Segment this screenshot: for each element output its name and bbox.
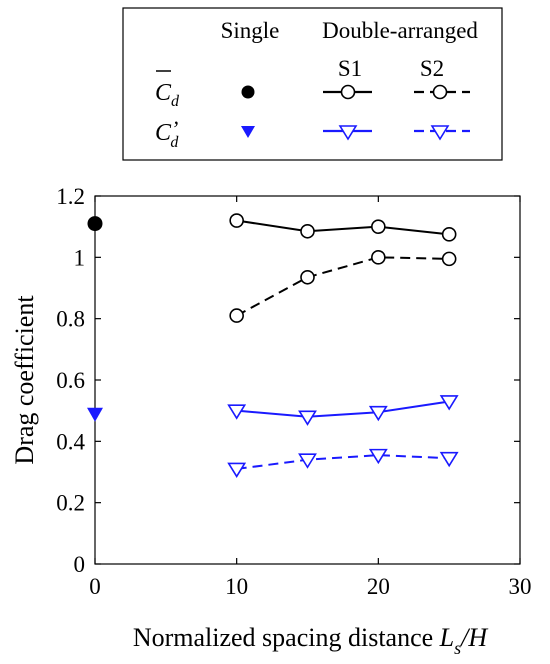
series-1-line bbox=[236, 219, 450, 236]
y-tick-label: 1 bbox=[74, 245, 86, 270]
single-point bbox=[87, 216, 103, 232]
x-tick-label: 30 bbox=[509, 574, 532, 599]
series-1-point bbox=[371, 219, 386, 234]
legend-fluct-base: C bbox=[155, 120, 172, 146]
x-tick-label: 20 bbox=[367, 574, 390, 599]
legend: Single Double-arranged S1 S2 Cd C’ d bbox=[122, 7, 503, 161]
legend-s2-mean-marker bbox=[432, 84, 448, 100]
legend-fluct-sub: d bbox=[170, 134, 179, 151]
y-tick-label: 1.2 bbox=[56, 184, 85, 209]
series-3-point bbox=[439, 395, 459, 411]
series-1-point bbox=[300, 223, 315, 239]
series-3-point bbox=[227, 404, 247, 420]
legend-header-single: Single bbox=[221, 18, 280, 43]
y-tick-label: 0.4 bbox=[56, 429, 85, 454]
y-axis-label: Drag coefficient bbox=[10, 295, 39, 465]
legend-fluct-prime: ’ bbox=[171, 116, 178, 141]
series-2-point bbox=[300, 269, 315, 285]
series-2-point bbox=[441, 251, 457, 267]
x-axis-label-text: Normalized spacing distance bbox=[133, 623, 440, 652]
series-2-line bbox=[236, 256, 450, 317]
x-axis-ticks: 0 10 20 30 bbox=[89, 196, 532, 599]
y-tick-label: 0 bbox=[74, 552, 86, 577]
legend-s2-fluct-marker bbox=[430, 125, 450, 141]
single-cylinder-points bbox=[87, 216, 103, 422]
y-tick-label: 0.2 bbox=[56, 491, 85, 516]
plot-frame bbox=[94, 195, 521, 565]
y-tick-label: 0.8 bbox=[56, 307, 85, 332]
series-3-line bbox=[236, 400, 450, 418]
series-2 bbox=[229, 250, 457, 323]
legend-mean-sub: d bbox=[171, 93, 180, 110]
series-1-point bbox=[441, 227, 457, 242]
series-4-point bbox=[439, 451, 459, 468]
x-axis-label: Normalized spacing distance Ls/H bbox=[133, 623, 489, 658]
legend-mean-base: C bbox=[155, 80, 172, 106]
legend-s1-mean-marker bbox=[340, 84, 356, 100]
x-axis-label-tail: /H bbox=[459, 623, 488, 652]
plot-area: 0 10 20 30 0 0.2 0.4 0.6 0.8 1 1.2 bbox=[56, 184, 531, 599]
series-layer bbox=[87, 213, 459, 478]
legend-single-fluct-marker bbox=[241, 126, 255, 138]
series-3 bbox=[227, 395, 459, 426]
legend-header-s1: S1 bbox=[338, 56, 362, 81]
series-1-point bbox=[229, 213, 244, 228]
x-axis-label-sub: s bbox=[454, 638, 461, 658]
y-tick-label: 0.6 bbox=[56, 368, 85, 393]
legend-mean-symbol: Cd bbox=[155, 80, 180, 110]
series-4-point bbox=[368, 448, 388, 465]
x-axis-label-var: L bbox=[439, 623, 454, 652]
series-1 bbox=[229, 213, 457, 242]
series-4-point bbox=[298, 453, 317, 469]
series-2-point bbox=[371, 250, 386, 265]
legend-single-mean-marker bbox=[241, 85, 255, 99]
legend-header-double: Double-arranged bbox=[322, 18, 478, 43]
legend-fluct-symbol: C’ d bbox=[155, 116, 179, 151]
legend-row-mean: Cd bbox=[155, 70, 470, 110]
series-4-point bbox=[227, 462, 247, 478]
single-point bbox=[87, 407, 103, 422]
legend-row-fluct: C’ d bbox=[155, 116, 470, 151]
legend-header-s2: S2 bbox=[420, 56, 444, 81]
series-3-point bbox=[298, 410, 317, 426]
series-3-point bbox=[368, 405, 388, 422]
series-4-line bbox=[236, 454, 450, 470]
legend-frame bbox=[122, 7, 503, 161]
x-tick-label: 10 bbox=[225, 574, 248, 599]
y-axis-ticks: 0 0.2 0.4 0.6 0.8 1 1.2 bbox=[56, 184, 520, 577]
x-tick-label: 0 bbox=[89, 574, 101, 599]
legend-s1-fluct-marker bbox=[338, 125, 358, 141]
series-2-point bbox=[229, 308, 244, 323]
series-4 bbox=[227, 448, 459, 478]
